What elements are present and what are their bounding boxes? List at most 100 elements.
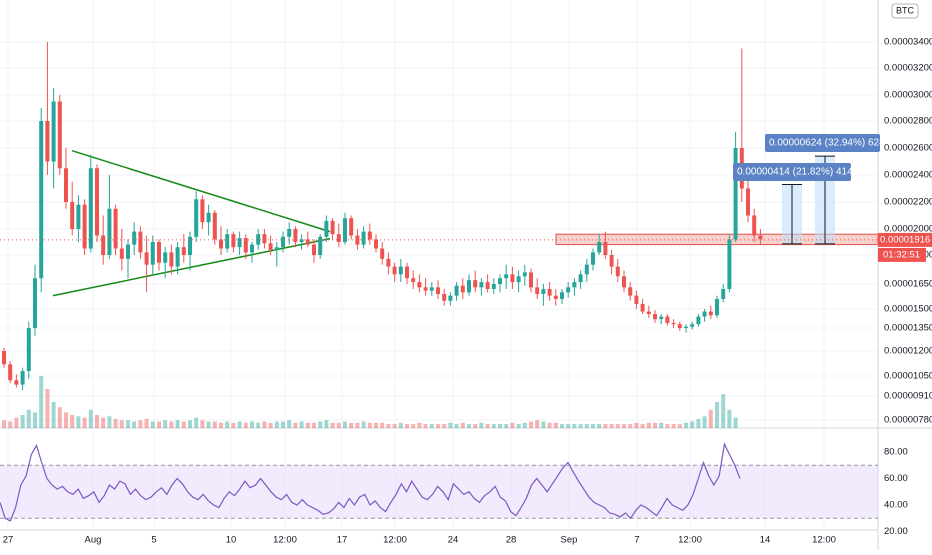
volume-bar xyxy=(498,424,502,428)
volume-bar xyxy=(516,424,521,428)
time-tick-label: 24 xyxy=(448,535,459,546)
candle-body xyxy=(219,239,223,249)
volume-bar xyxy=(398,422,403,428)
measure-label: 0.00000624 (32.94%) 624 xyxy=(769,138,885,149)
time-tick-label: 12:00 xyxy=(812,535,836,546)
volume-bar xyxy=(491,424,496,428)
volume-bar xyxy=(250,421,254,428)
candle-body xyxy=(188,236,192,255)
volume-bar xyxy=(343,421,347,428)
volume-bar xyxy=(163,420,168,428)
time-tick-label: 27 xyxy=(3,535,14,546)
candle-body xyxy=(107,208,112,255)
candle-body xyxy=(200,199,205,223)
time-tick-label: Aug xyxy=(85,535,102,546)
volume-bar xyxy=(591,424,595,428)
volume-bar xyxy=(628,424,633,428)
volume-bar xyxy=(733,417,738,428)
time-tick-label: 12:00 xyxy=(383,535,407,546)
volume-bar xyxy=(535,420,540,428)
volume-bar xyxy=(70,415,75,428)
volume-bar xyxy=(609,424,614,428)
candle-body xyxy=(212,212,217,240)
volume-bar xyxy=(293,422,298,428)
volume-bar xyxy=(262,421,267,428)
candle-body xyxy=(603,242,608,255)
time-tick-label: 5 xyxy=(151,535,156,546)
candle-body xyxy=(615,266,620,277)
candle-body xyxy=(237,238,242,248)
candle-body xyxy=(76,204,81,229)
volume-bar xyxy=(51,402,56,428)
candle-body xyxy=(566,287,571,293)
volume-bar xyxy=(2,420,6,428)
candle-body xyxy=(262,234,267,244)
volume-bar xyxy=(690,421,695,428)
currency-label: BTC xyxy=(896,5,915,15)
time-tick-label: 28 xyxy=(506,535,517,546)
price-tick-label: 0.00001500 xyxy=(884,304,932,315)
volume-bar xyxy=(324,420,329,428)
volume-bar xyxy=(287,420,292,428)
volume-bar xyxy=(578,424,583,428)
time-tick-label: 12:00 xyxy=(678,535,702,546)
last-price-tag xyxy=(878,232,932,247)
volume-bar xyxy=(194,417,199,428)
volume-bar xyxy=(529,421,533,428)
volume-bar xyxy=(715,402,719,428)
volume-bar xyxy=(281,421,285,428)
candle-body xyxy=(274,247,279,250)
volume-bar xyxy=(411,424,416,428)
candle-body xyxy=(702,311,707,317)
time-tick-label: 14 xyxy=(760,535,771,546)
price-tick-label: 0.00002600 xyxy=(884,143,932,154)
price-tick-label: 0.00001200 xyxy=(884,346,932,357)
candle-body xyxy=(646,311,651,315)
candle-body xyxy=(374,239,378,249)
candle-body xyxy=(70,202,75,229)
volume-bar xyxy=(132,421,137,428)
candle-body xyxy=(181,247,186,255)
time-tick-label: 7 xyxy=(634,535,639,546)
volume-bar xyxy=(274,421,279,428)
candle-body xyxy=(392,266,397,275)
candle-body xyxy=(684,326,688,328)
candle-body xyxy=(634,295,639,304)
candle-body xyxy=(721,289,726,299)
candle-body xyxy=(460,285,465,293)
volume-bar xyxy=(150,421,155,428)
volume-bar xyxy=(721,394,726,428)
candle-body xyxy=(436,287,440,294)
candle-body xyxy=(312,244,316,255)
volume-bar xyxy=(640,424,645,428)
candle-body xyxy=(57,101,62,169)
volume-bar xyxy=(256,422,261,428)
candle-body xyxy=(516,276,521,283)
rsi-line xyxy=(0,442,741,522)
volume-bar xyxy=(454,424,459,428)
candle-body xyxy=(597,242,602,253)
volume-bar xyxy=(702,416,707,428)
candle-body xyxy=(206,212,211,223)
candle-body xyxy=(287,229,292,237)
volume-bar xyxy=(157,421,161,428)
candle-body xyxy=(628,287,633,296)
candle-body xyxy=(318,236,323,255)
price-tick-label: 0.00002000 xyxy=(884,224,932,235)
volume-bar xyxy=(727,409,732,428)
volume-bar xyxy=(355,422,360,428)
candle-body xyxy=(2,351,6,365)
volume-bar xyxy=(380,422,385,428)
volume-bar xyxy=(8,421,13,428)
volume-bar xyxy=(646,422,651,428)
volume-bar xyxy=(113,418,118,428)
candle-body xyxy=(535,287,540,294)
candle-body xyxy=(529,272,533,288)
rsi-tick-label: 40.00 xyxy=(884,500,908,511)
candle-body xyxy=(733,148,738,240)
time-tick-label: Sep xyxy=(561,535,578,546)
volume-bar xyxy=(299,421,304,428)
volume-bar xyxy=(175,420,180,428)
